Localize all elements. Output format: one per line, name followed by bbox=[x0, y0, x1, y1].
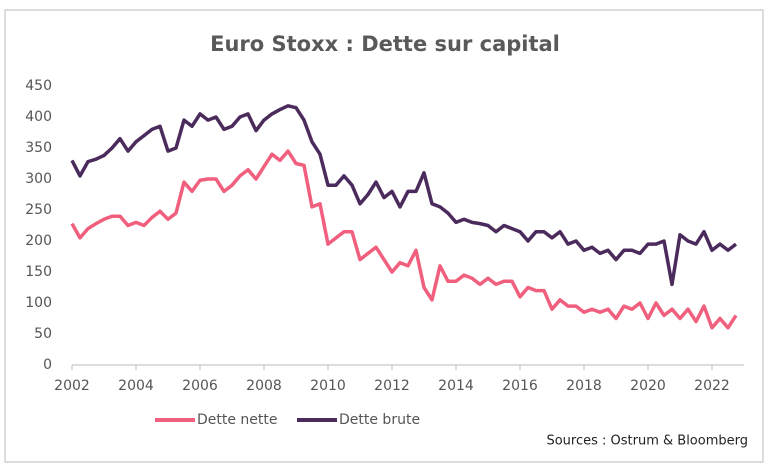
source: Sources : Ostrum & Bloomberg bbox=[546, 434, 748, 449]
x-tick-label: 2008 bbox=[246, 378, 282, 394]
y-tick-label: 400 bbox=[25, 109, 52, 125]
x-tick-label: 2016 bbox=[502, 378, 538, 394]
chart-title: Euro Stoxx : Dette sur capital bbox=[210, 32, 560, 56]
y-tick-label: 200 bbox=[25, 233, 52, 249]
y-tick-label: 100 bbox=[25, 295, 52, 311]
x-tick-label: 2002 bbox=[54, 378, 90, 394]
y-tick-label: 300 bbox=[25, 171, 52, 187]
y-tick-label: 450 bbox=[25, 78, 52, 94]
y-tick-label: 250 bbox=[25, 202, 52, 218]
y-tick-label: 0 bbox=[43, 357, 52, 373]
x-tick-label: 2010 bbox=[310, 378, 346, 394]
line-series bbox=[70, 149, 738, 330]
x-tick-label: 2018 bbox=[566, 378, 602, 394]
legend-label: Dette nette bbox=[197, 412, 278, 428]
line-series bbox=[70, 104, 738, 287]
x-tick-label: 2012 bbox=[374, 378, 410, 394]
y-tick-label: 350 bbox=[25, 140, 52, 156]
y-tick-label: 50 bbox=[34, 326, 52, 342]
x-tick-label: 2022 bbox=[694, 378, 730, 394]
y-tick-label: 150 bbox=[25, 264, 52, 280]
x-tick-label: 2004 bbox=[118, 378, 154, 394]
x-tick-label: 2006 bbox=[182, 378, 218, 394]
chart-frame bbox=[4, 9, 764, 463]
x-tick-label: 2020 bbox=[630, 378, 666, 394]
x-tick-label: 2014 bbox=[438, 378, 474, 394]
legend-label: Dette brute bbox=[339, 412, 420, 428]
